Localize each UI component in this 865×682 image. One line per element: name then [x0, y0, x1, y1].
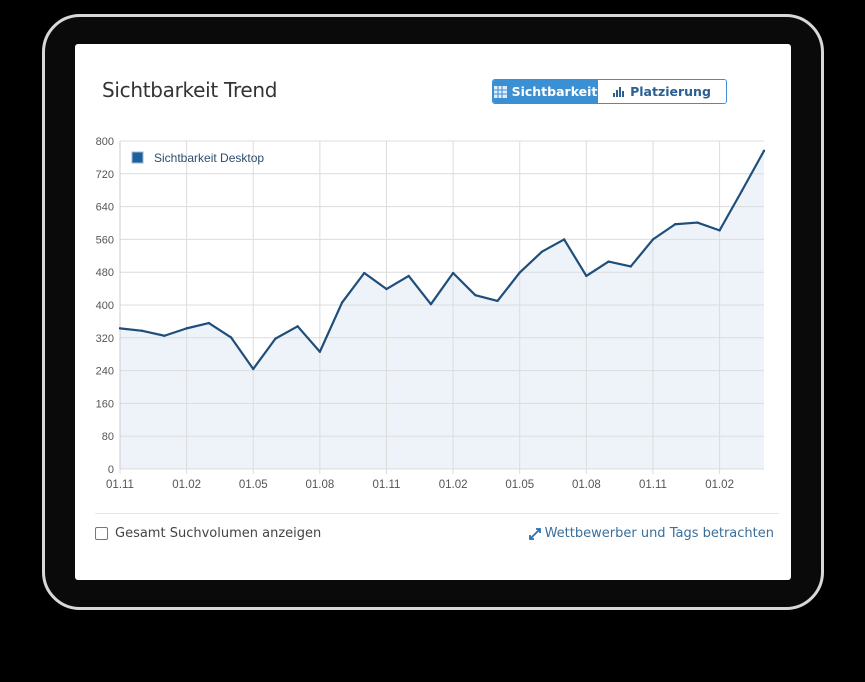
- data-point: [474, 293, 477, 297]
- x-tick-label: 01.11: [106, 479, 134, 491]
- data-point: [629, 265, 632, 268]
- data-point: [274, 337, 277, 340]
- data-point: [651, 238, 655, 241]
- data-point: [696, 221, 699, 224]
- y-tick-label: 480: [96, 267, 114, 279]
- y-tick-label: 160: [96, 398, 114, 410]
- data-point: [252, 367, 255, 371]
- data-point: [363, 271, 366, 275]
- x-tick-label: 01.11: [639, 479, 667, 491]
- y-tick-label: 240: [96, 366, 114, 378]
- x-tick-label: 01.05: [505, 479, 534, 491]
- data-point: [207, 321, 211, 325]
- grid-table-icon: [493, 85, 507, 98]
- view-toggle: Sichtbarkeit Platzierung: [492, 79, 727, 104]
- data-point: [385, 287, 388, 291]
- data-point: [585, 274, 588, 278]
- x-tick-label: 01.02: [439, 479, 468, 491]
- y-tick-label: 320: [96, 333, 114, 345]
- card-title: Sichtbarkeit Trend: [102, 78, 278, 102]
- data-point: [518, 271, 521, 274]
- bar-chart-icon: [613, 87, 625, 97]
- y-tick-label: 400: [96, 300, 114, 312]
- checkbox[interactable]: [95, 527, 108, 540]
- y-tick-label: 720: [96, 169, 114, 181]
- data-point: [296, 325, 299, 328]
- data-point: [229, 336, 233, 339]
- y-tick-label: 640: [96, 202, 114, 214]
- link-label: Wettbewerber und Tags betrachten: [544, 526, 774, 541]
- series-line: [119, 150, 765, 371]
- y-tick-label: 80: [102, 431, 114, 443]
- x-tick-label: 01.02: [172, 479, 201, 491]
- data-point: [740, 189, 743, 193]
- checkbox-label: Gesamt Suchvolumen anzeigen: [115, 526, 322, 541]
- data-point: [562, 238, 566, 241]
- competitors-tags-link[interactable]: Wettbewerber und Tags betrachten: [528, 526, 774, 541]
- data-point: [496, 299, 499, 303]
- x-tick-label: 01.02: [705, 479, 734, 491]
- expand-arrows-icon: [528, 527, 541, 540]
- data-point: [118, 327, 122, 330]
- legend-swatch: [131, 151, 144, 164]
- data-point: [340, 301, 344, 304]
- data-point: [540, 250, 544, 253]
- y-tick-label: 800: [96, 136, 114, 148]
- data-point: [718, 229, 721, 232]
- data-point: [163, 334, 166, 337]
- data-point: [185, 327, 188, 330]
- x-tick-label: 01.05: [239, 479, 268, 491]
- data-point: [607, 260, 610, 263]
- x-tick-label: 01.11: [373, 479, 401, 491]
- data-point: [673, 223, 677, 226]
- x-tick-label: 01.08: [572, 479, 601, 491]
- x-tick-label: 01.08: [305, 479, 334, 491]
- y-tick-label: 560: [96, 234, 114, 246]
- data-point: [318, 350, 322, 353]
- sichtbarkeit-label: Sichtbarkeit: [511, 84, 598, 99]
- total-search-volume-toggle[interactable]: Gesamt Suchvolumen anzeigen: [95, 526, 321, 541]
- divider: [95, 513, 779, 514]
- data-point: [429, 302, 433, 306]
- data-point: [141, 329, 144, 333]
- legend-label: Sichtbarkeit Desktop: [154, 151, 264, 165]
- data-point: [762, 149, 766, 153]
- y-tick-label: 0: [108, 464, 114, 476]
- platzierung-button[interactable]: Platzierung: [598, 80, 726, 103]
- data-point: [451, 271, 455, 275]
- data-point: [407, 274, 410, 278]
- area-fill: [120, 150, 764, 469]
- sichtbarkeit-button[interactable]: Sichtbarkeit: [493, 80, 598, 103]
- platzierung-label: Platzierung: [630, 84, 711, 99]
